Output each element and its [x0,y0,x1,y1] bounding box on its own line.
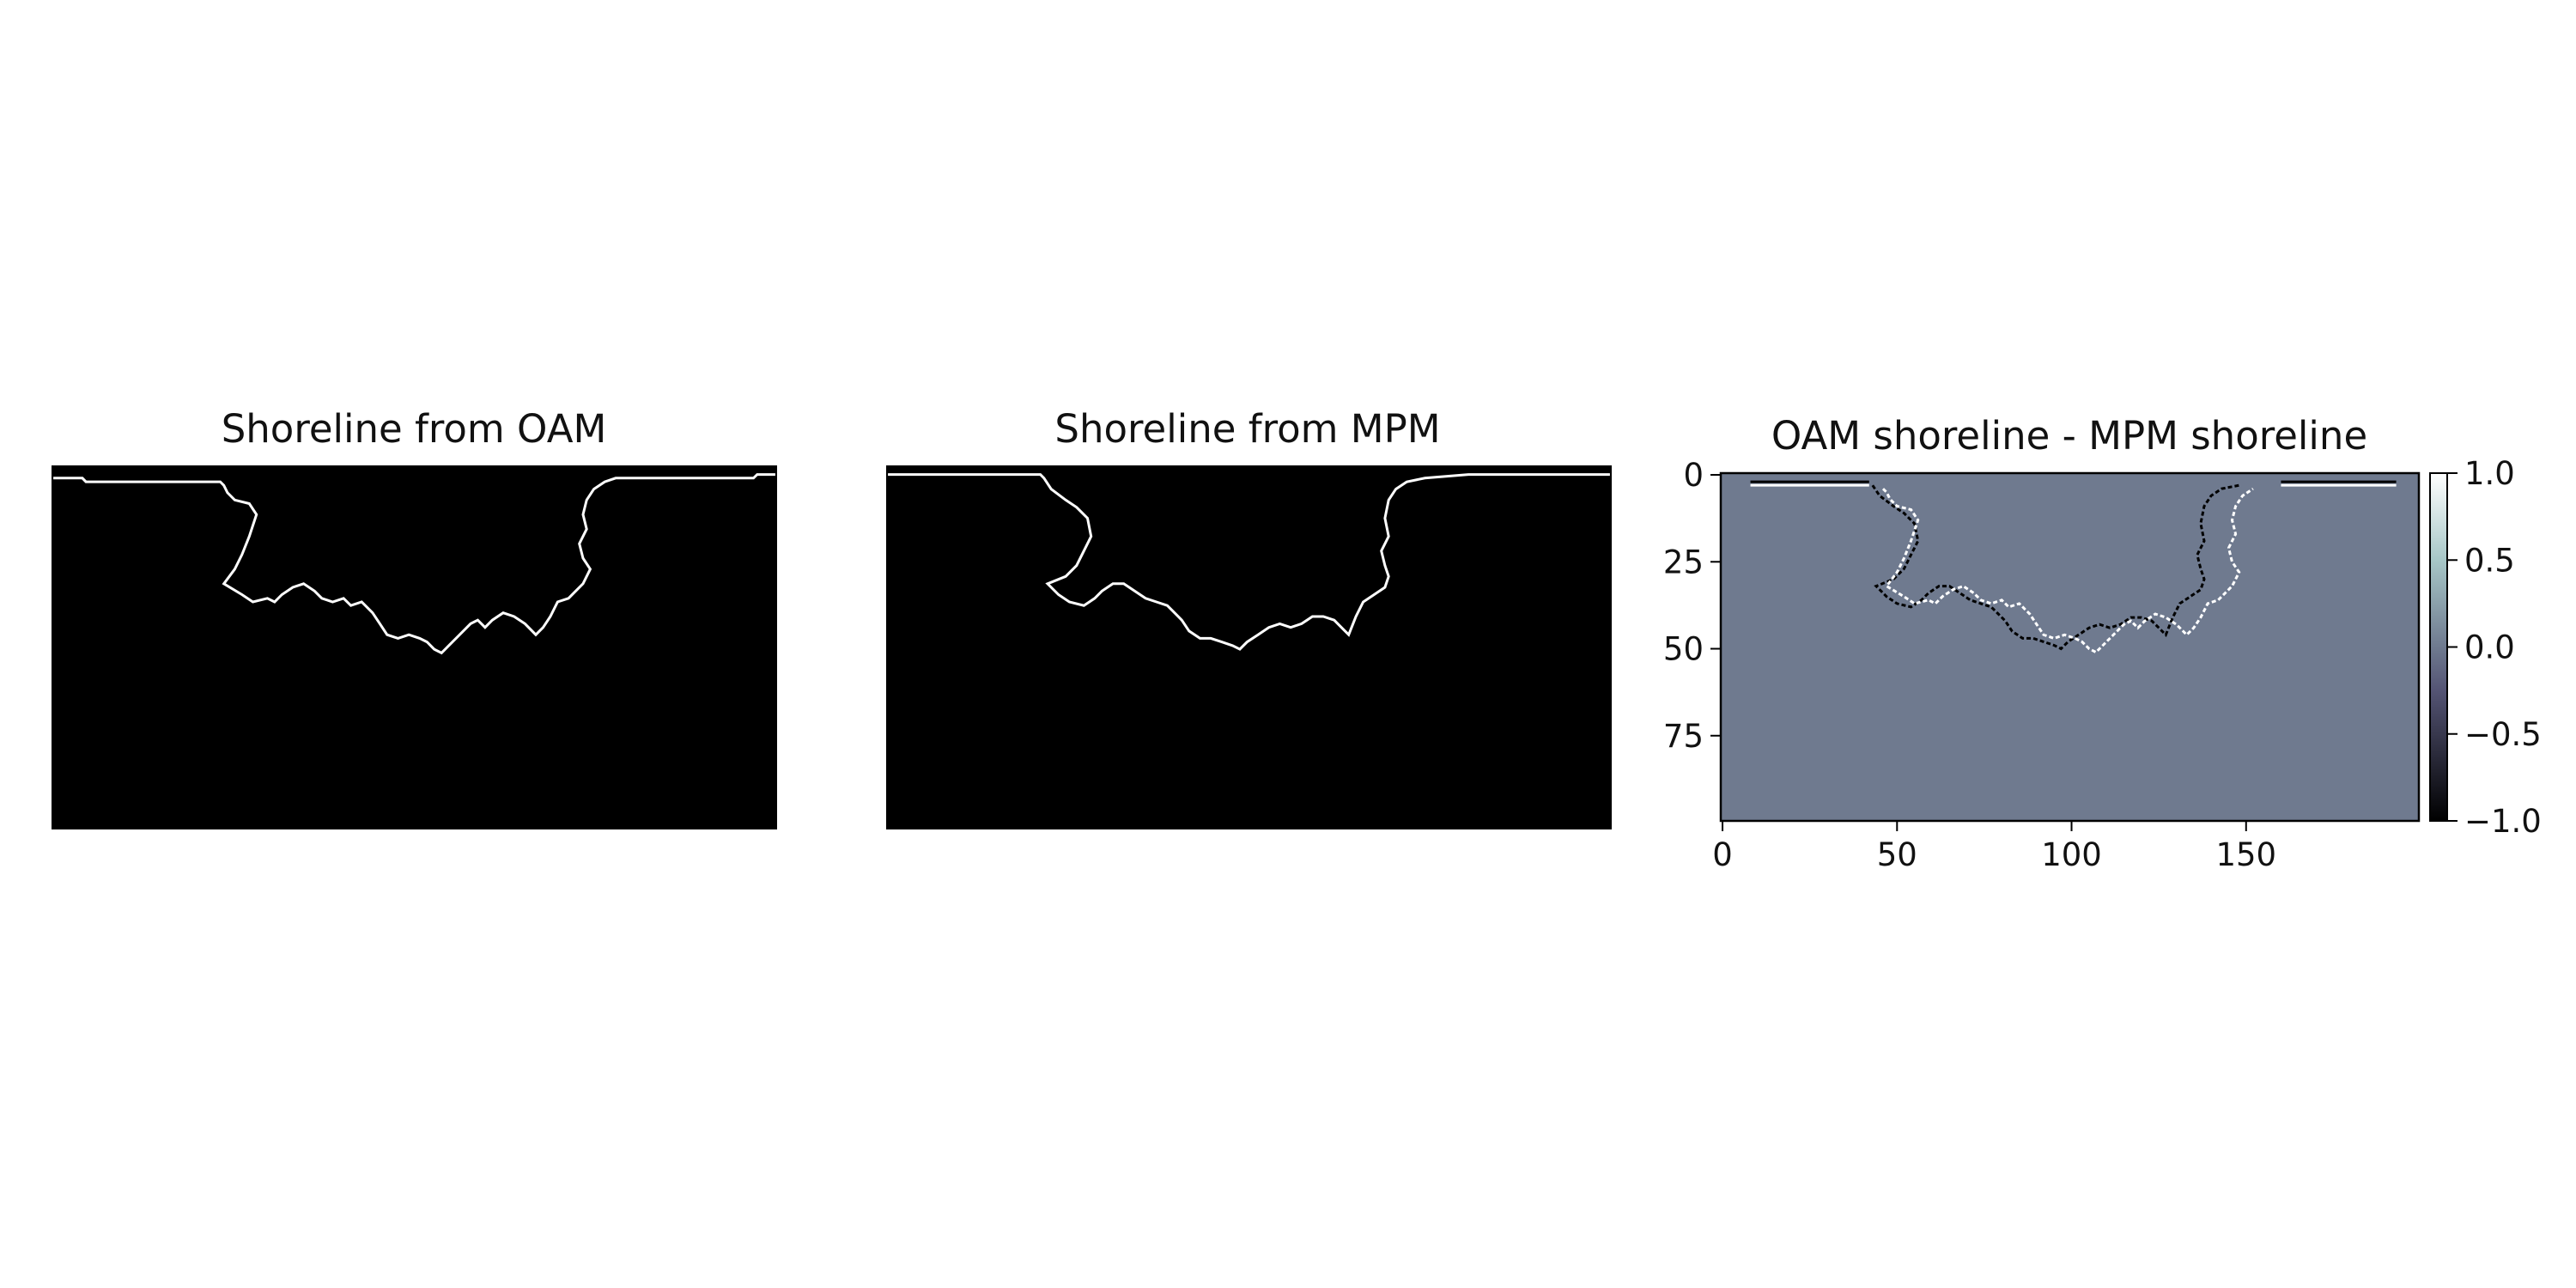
panel-diff-title: OAM shoreline - MPM shoreline [1771,413,2367,459]
x-tick-label: 50 [1877,836,1917,873]
panel-diff-x-axis: 0 50 100 150 [1712,821,2276,873]
panel-oam-shoreline [53,473,775,655]
panel-diff-image [1721,473,2419,821]
panel-diff-marks [1750,480,2397,654]
y-tick-label: 25 [1663,544,1704,580]
oam-shoreline-line [53,473,775,655]
y-tick-label: 50 [1663,631,1704,668]
colorbar-tick-label: −0.5 [2464,716,2542,753]
mpm-shoreline-line [888,473,1610,651]
panel-diff-frame [1719,471,2421,823]
panel-diff-y-axis: 0 25 50 75 [1663,457,1721,755]
colorbar-tick-label: 0.0 [2464,629,2515,666]
colorbar-ticks: 1.0 0.5 0.0 −0.5 −1.0 [2447,455,2542,840]
colorbar-gradient [2429,472,2448,822]
diff-negative-curve [1871,483,2239,651]
colorbar: 1.0 0.5 0.0 −0.5 −1.0 [2429,455,2542,840]
colorbar-tick-label: −1.0 [2464,803,2542,840]
colorbar-tick-label: 1.0 [2464,455,2515,492]
panel-oam-image [52,465,777,829]
colorbar-tick-label: 0.5 [2464,542,2515,579]
panel-oam-title: Shoreline from OAM [222,406,607,452]
panel-oam: Shoreline from OAM [52,406,777,829]
diff-positive-curve [1881,487,2254,654]
y-tick-label: 0 [1683,457,1704,494]
y-tick-label: 75 [1663,718,1704,755]
panel-mpm-image [886,465,1612,829]
x-tick-label: 150 [2215,836,2276,873]
panel-mpm-title: Shoreline from MPM [1054,406,1440,452]
panel-mpm-shoreline [888,473,1610,651]
x-tick-label: 0 [1712,836,1733,873]
x-tick-label: 100 [2041,836,2102,873]
panel-mpm: Shoreline from MPM [886,406,1612,829]
panel-diff: OAM shoreline - MPM shoreline 0 50 100 150 … [1663,413,2421,873]
